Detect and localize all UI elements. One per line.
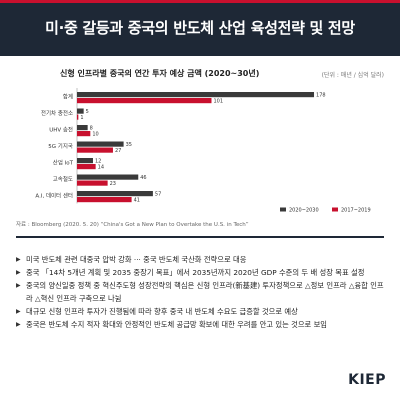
category-label: 고속철도 xyxy=(53,175,73,183)
data-label: 14 xyxy=(98,165,104,171)
legend-swatch xyxy=(280,207,286,212)
data-label: 101 xyxy=(213,99,223,105)
category-label: 합계 xyxy=(63,92,73,100)
data-label: 57 xyxy=(155,192,161,198)
bar-2020-2030-6 xyxy=(77,191,153,197)
data-label: 12 xyxy=(95,159,101,165)
data-label: 41 xyxy=(134,198,140,204)
bar-2017-2019-3 xyxy=(77,147,113,153)
data-label: 1 xyxy=(80,115,83,121)
bullet-list: 미국 반도체 관련 대중국 압박 강화 ··· 중국 반도체 국산화 전략으로 … xyxy=(16,253,388,331)
data-label: 23 xyxy=(110,181,116,187)
bullet-item: 미국 반도체 관련 대중국 압박 강화 ··· 중국 반도체 국산화 전략으로 … xyxy=(16,253,388,266)
legend-swatch xyxy=(332,207,338,212)
bar-chart: 합계 178 101 전기차 충전소 51 UHV 송전 810 5G 기지국 35 27 산업 I… xyxy=(35,88,371,214)
bar-2020-2030-2 xyxy=(77,125,88,131)
bullet-item: 대규모 신형 인프라 투자가 진행됨에 따라 향후 중국 내 반도체 수요도 급… xyxy=(16,305,388,318)
header-banner: 미·중 갈등과 중국의 반도체 산업 육성전략 및 전망 xyxy=(0,0,400,56)
bar-2017-2019-4 xyxy=(77,164,96,170)
bar-2017-2019-6 xyxy=(77,197,132,203)
data-label: 8 xyxy=(90,126,93,132)
bullet-item: 중국은 반도체 수지 적자 확대와 안정적인 반도체 공급망 확보에 대한 우려… xyxy=(16,318,388,331)
category-label: A.I, 데이터 센터 xyxy=(35,191,73,199)
category-label: UHV 송전 xyxy=(49,125,73,133)
bar-2017-2019-5 xyxy=(77,180,108,186)
data-label: 5 xyxy=(86,109,89,115)
legend-label: 2020~2030 xyxy=(289,208,319,214)
bar-2017-2019-2 xyxy=(77,131,91,137)
header-accent-bar xyxy=(0,0,400,3)
bar-2020-2030-4 xyxy=(77,158,93,164)
bullet-item: 중국의 양신일중 정책 중 혁신주도형 성장전략의 핵심은 신형 인프라(新基建… xyxy=(16,279,388,305)
chart-unit-note: (단위 : 매년 / 십억 달러) xyxy=(321,72,384,79)
data-label: 46 xyxy=(140,175,146,181)
category-label: 전기차 충전소 xyxy=(41,109,73,117)
kiep-logo: KIEP xyxy=(348,372,386,388)
bar-2020-2030-0 xyxy=(77,92,315,98)
bar-2020-2030-1 xyxy=(77,108,84,114)
data-label: 10 xyxy=(92,132,98,138)
category-label: 산업 IoT xyxy=(53,158,74,166)
logo-text: KIEP xyxy=(348,372,386,388)
bar-2017-2019-1 xyxy=(77,114,79,120)
bullet-item: 중국 「14차 5개년 계획 및 2035 중장기 목표」에서 2035년까지 … xyxy=(16,266,388,279)
divider xyxy=(16,236,384,238)
bar-2017-2019-0 xyxy=(77,98,212,104)
data-label: 178 xyxy=(316,93,326,99)
chart-source: 자료 : Bloomberg (2020. 5. 20) “China's Go… xyxy=(16,222,249,228)
data-label: 35 xyxy=(126,142,132,148)
data-label: 27 xyxy=(115,148,121,154)
legend-label: 2017~2019 xyxy=(341,208,371,214)
bar-2020-2030-5 xyxy=(77,174,139,180)
page-title: 미·중 갈등과 중국의 반도체 산업 육성전략 및 전망 xyxy=(45,19,355,37)
bar-2020-2030-3 xyxy=(77,141,124,147)
category-label: 5G 기지국 xyxy=(48,142,73,150)
chart-title: 신형 인프라별 중국의 연간 투자 예상 금액 (2020~30년) xyxy=(60,69,260,78)
